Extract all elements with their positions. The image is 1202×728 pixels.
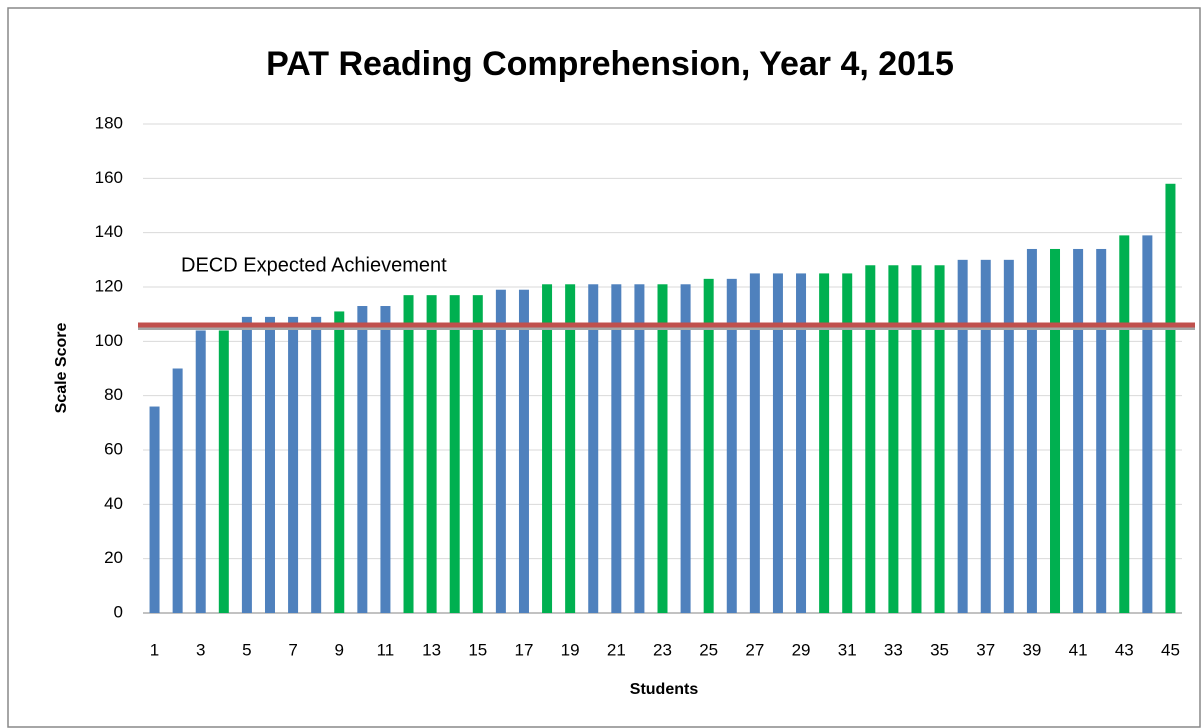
y-tick-label: 80 [104, 385, 123, 404]
x-axis-title: Students [630, 681, 699, 698]
bar [772, 273, 783, 613]
x-tick-label: 19 [561, 640, 580, 659]
x-tick-label: 45 [1161, 640, 1180, 659]
y-tick-label: 160 [95, 168, 123, 187]
x-tick-label: 3 [196, 640, 205, 659]
bar [565, 284, 576, 613]
x-tick-label: 21 [607, 640, 626, 659]
bar [472, 295, 483, 613]
bar [149, 406, 160, 613]
x-tick-label: 5 [242, 640, 251, 659]
bar [911, 265, 922, 613]
x-tick-label: 41 [1069, 640, 1088, 659]
bar [311, 316, 322, 613]
bar [426, 295, 437, 613]
bar [218, 330, 229, 613]
x-tick-label: 25 [699, 640, 718, 659]
bar [888, 265, 899, 613]
bar [796, 273, 807, 613]
bar [495, 289, 506, 613]
bar [195, 330, 206, 613]
bar [518, 289, 529, 613]
bar [1026, 248, 1037, 613]
bar [449, 295, 460, 613]
bar [1073, 248, 1084, 613]
x-tick-label: 35 [930, 640, 949, 659]
bar [680, 284, 691, 613]
y-tick-label: 20 [104, 548, 123, 567]
y-tick-label: 140 [95, 222, 123, 241]
chart-title: PAT Reading Comprehension, Year 4, 2015 [266, 45, 954, 83]
bar [172, 368, 183, 613]
bar [1050, 248, 1061, 613]
bar [334, 311, 345, 613]
bar [819, 273, 830, 613]
bar [264, 316, 275, 613]
x-tick-label: 39 [1022, 640, 1041, 659]
y-tick-label: 180 [95, 113, 123, 132]
chart-frame [7, 7, 1201, 728]
x-tick-label: 1 [150, 640, 159, 659]
bar [957, 259, 968, 613]
x-tick-label: 13 [422, 640, 441, 659]
bar [1165, 183, 1176, 613]
y-tick-label: 100 [95, 331, 123, 350]
bar [1096, 248, 1107, 613]
x-tick-label: 37 [976, 640, 995, 659]
bar [980, 259, 991, 613]
bar [749, 273, 760, 613]
x-tick-label: 33 [884, 640, 903, 659]
x-tick-label: 29 [792, 640, 811, 659]
x-tick-label: 43 [1115, 640, 1134, 659]
bar [403, 295, 414, 613]
x-tick-label: 15 [468, 640, 487, 659]
bar [703, 278, 714, 613]
x-tick-label: 27 [745, 640, 764, 659]
bar [611, 284, 622, 613]
x-tick-label: 11 [377, 640, 395, 659]
bar [842, 273, 853, 613]
x-tick-label: 7 [288, 640, 297, 659]
y-tick-label: 120 [95, 276, 123, 295]
x-tick-label: 23 [653, 640, 672, 659]
x-tick-label: 9 [335, 640, 344, 659]
bar [1142, 235, 1153, 613]
bar [1119, 235, 1130, 613]
y-axis-title: Scale Score [53, 323, 70, 414]
bar [288, 316, 299, 613]
y-tick-label: 0 [114, 602, 123, 621]
bar [357, 306, 368, 613]
y-tick-label: 60 [104, 439, 123, 458]
bar [657, 284, 668, 613]
bar [634, 284, 645, 613]
x-tick-label: 31 [838, 640, 857, 659]
bar [542, 284, 553, 613]
bar [380, 306, 391, 613]
y-tick-label: 40 [104, 494, 123, 513]
bar [934, 265, 945, 613]
reference-line-label: DECD Expected Achievement [181, 254, 447, 276]
bar [241, 316, 252, 613]
x-tick-label: 17 [515, 640, 534, 659]
bar [865, 265, 876, 613]
bar [726, 278, 737, 613]
bar [1003, 259, 1014, 613]
bar [588, 284, 599, 613]
